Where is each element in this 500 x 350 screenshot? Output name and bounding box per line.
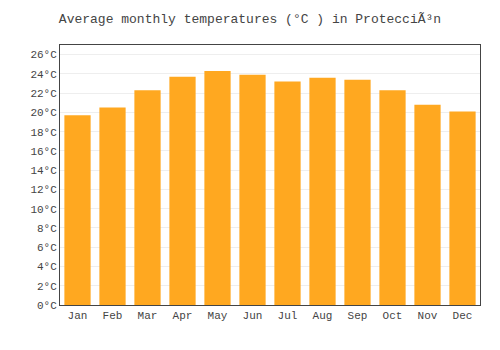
svg-text:Oct: Oct bbox=[383, 310, 403, 322]
svg-text:Nov: Nov bbox=[418, 310, 438, 322]
svg-text:10°C: 10°C bbox=[30, 204, 57, 216]
svg-text:Aug: Aug bbox=[313, 310, 333, 322]
svg-text:Jun: Jun bbox=[243, 310, 263, 322]
svg-text:Apr: Apr bbox=[173, 310, 193, 322]
svg-text:Sep: Sep bbox=[348, 310, 368, 322]
svg-text:Mar: Mar bbox=[138, 310, 158, 322]
svg-text:Average monthly temperatures (: Average monthly temperatures (°C ) in Pr… bbox=[59, 12, 441, 27]
svg-text:16°C: 16°C bbox=[30, 146, 57, 158]
svg-text:2°C: 2°C bbox=[37, 281, 57, 293]
svg-text:6°C: 6°C bbox=[37, 242, 57, 254]
svg-text:4°C: 4°C bbox=[37, 261, 57, 273]
svg-text:26°C: 26°C bbox=[30, 49, 57, 61]
svg-text:8°C: 8°C bbox=[37, 223, 57, 235]
svg-text:Jan: Jan bbox=[68, 310, 88, 322]
svg-text:22°C: 22°C bbox=[30, 88, 57, 100]
svg-text:12°C: 12°C bbox=[30, 184, 57, 196]
svg-text:Dec: Dec bbox=[453, 310, 473, 322]
svg-text:18°C: 18°C bbox=[30, 127, 57, 139]
svg-text:0°C: 0°C bbox=[37, 300, 57, 312]
svg-text:May: May bbox=[208, 310, 228, 322]
svg-text:14°C: 14°C bbox=[30, 165, 57, 177]
svg-text:Feb: Feb bbox=[103, 310, 123, 322]
svg-text:20°C: 20°C bbox=[30, 107, 57, 119]
svg-text:24°C: 24°C bbox=[30, 69, 57, 81]
svg-text:Jul: Jul bbox=[278, 310, 298, 322]
